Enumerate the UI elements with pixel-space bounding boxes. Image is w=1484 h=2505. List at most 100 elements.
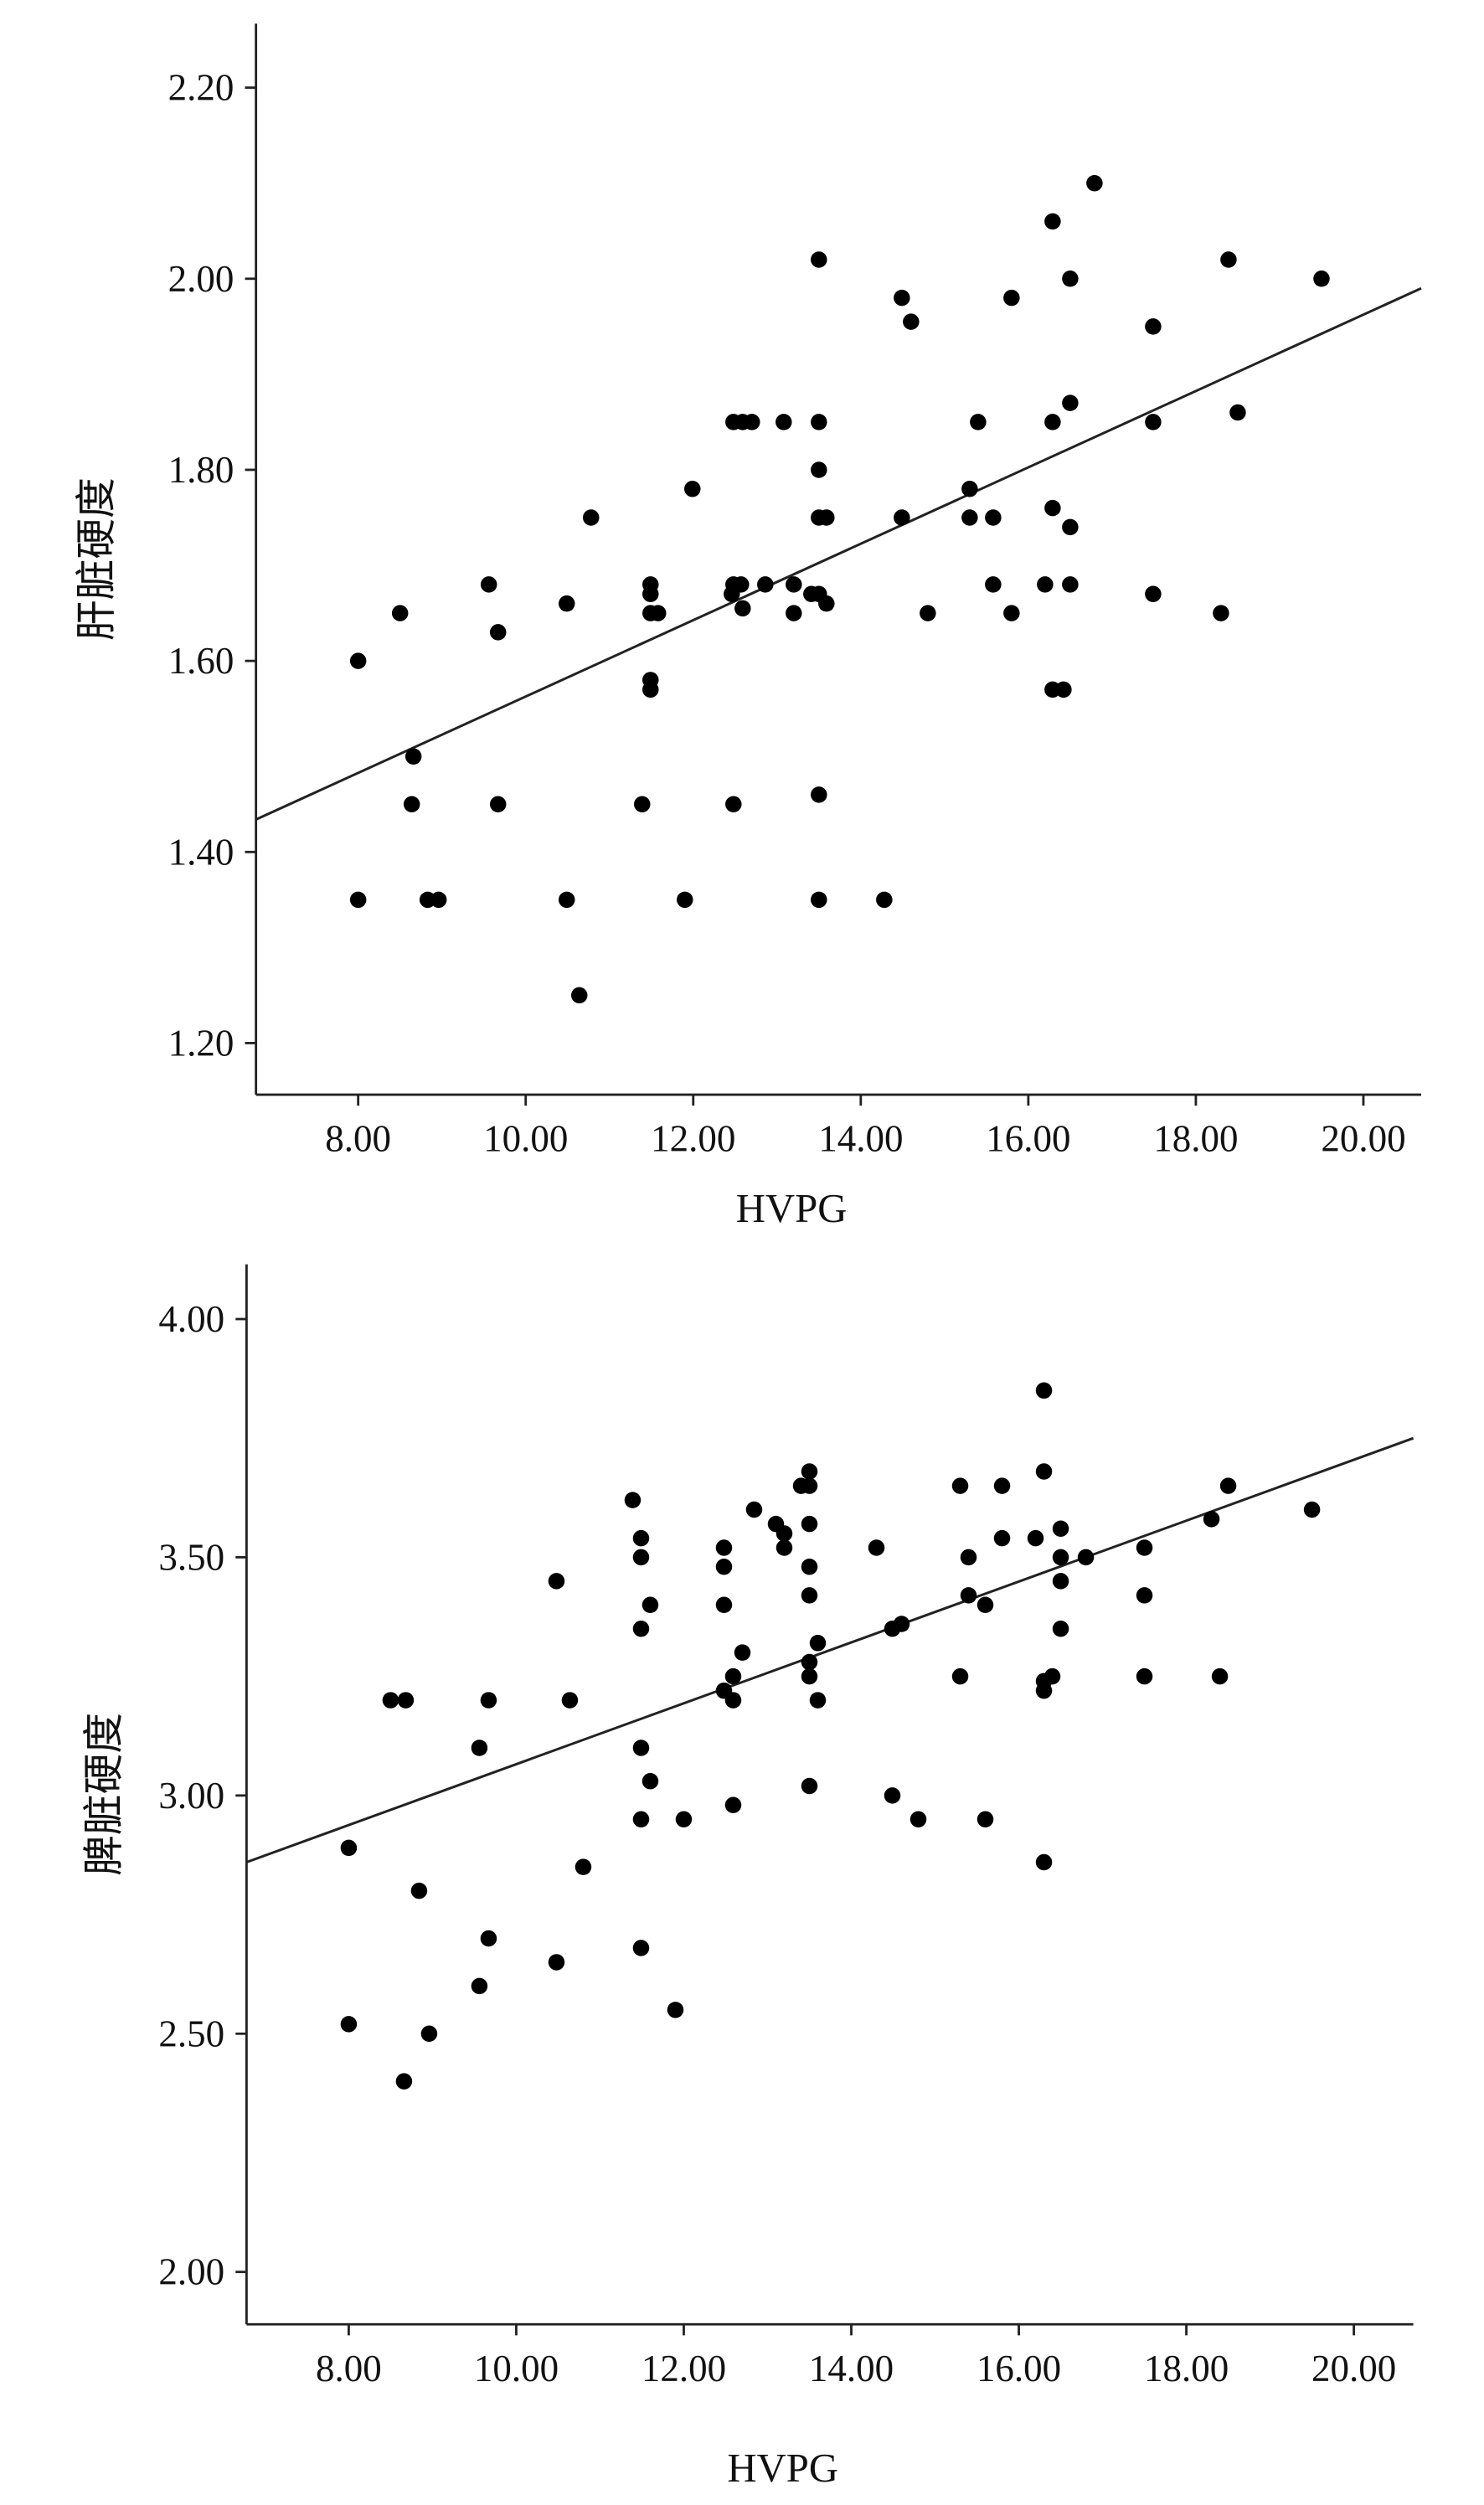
data-point (801, 1587, 818, 1604)
data-point (1003, 289, 1020, 307)
data-point (430, 891, 447, 909)
data-point (1145, 318, 1162, 335)
data-point (985, 576, 1002, 593)
data-point (403, 796, 420, 812)
data-point (893, 1616, 910, 1632)
data-point (894, 289, 910, 307)
data-point (775, 414, 792, 430)
data-point (489, 796, 507, 812)
data-point (724, 1667, 742, 1685)
data-point (951, 1667, 969, 1685)
data-point (1062, 518, 1079, 536)
data-point (1211, 1667, 1229, 1685)
data-point (634, 796, 651, 812)
data-point (811, 786, 827, 803)
data-point (1219, 1477, 1237, 1494)
data-point (801, 1559, 818, 1575)
data-point (642, 1773, 659, 1790)
data-point (558, 595, 575, 612)
data-point (1145, 585, 1162, 603)
data-point (404, 748, 422, 765)
y-tick-label: 2.50 (158, 2013, 224, 2054)
data-point (1203, 1511, 1220, 1528)
data-point (420, 2025, 438, 2043)
data-point (642, 1596, 659, 1614)
data-point (775, 1525, 793, 1542)
x-tick-label: 12.00 (651, 1118, 735, 1160)
x-tick-label: 20.00 (1311, 2348, 1396, 2389)
data-point (884, 1787, 901, 1804)
data-point (1062, 576, 1079, 593)
data-point (632, 1549, 650, 1566)
data-point (1044, 414, 1061, 430)
data-point (632, 1740, 650, 1756)
data-point (1035, 1463, 1053, 1480)
data-point (724, 585, 740, 603)
x-tick-label: 14.00 (809, 2348, 894, 2389)
data-point (961, 509, 978, 526)
data-point (561, 1692, 579, 1709)
data-point (786, 605, 802, 621)
data-point (1086, 174, 1103, 192)
x-axis-label: HVPG (736, 1186, 848, 1231)
data-point (471, 1977, 488, 1995)
data-point (1213, 605, 1229, 621)
data-point (715, 1539, 733, 1556)
data-point (993, 1477, 1011, 1494)
data-point (734, 600, 751, 617)
data-point (985, 509, 1002, 526)
data-point (961, 481, 978, 497)
y-tick-label: 1.60 (168, 640, 234, 682)
y-tick-label: 3.50 (158, 1536, 224, 1578)
data-point (976, 1596, 994, 1614)
x-tick-label: 18.00 (1144, 2348, 1229, 2389)
data-point (811, 891, 827, 909)
data-point (667, 2002, 684, 2018)
y-tick-label: 1.80 (168, 449, 234, 491)
data-point (970, 414, 987, 430)
x-tick-label: 14.00 (818, 1118, 903, 1160)
data-point (340, 2016, 358, 2033)
data-point (801, 1777, 818, 1795)
data-point (410, 1882, 428, 1899)
data-point (349, 652, 367, 669)
data-point (818, 509, 835, 526)
data-point (1043, 1667, 1061, 1685)
data-point (684, 481, 701, 497)
data-point (809, 1692, 827, 1709)
data-point (1229, 404, 1246, 421)
y-tick-label: 2.00 (168, 258, 234, 300)
data-point (1055, 681, 1072, 698)
data-point (632, 1620, 650, 1637)
data-point (632, 1940, 650, 1956)
x-tick-label: 10.00 (474, 2348, 559, 2389)
data-point (903, 313, 920, 330)
data-point (340, 1839, 358, 1857)
liver-stiffness-chart: 1.20 1.40 1.60 1.80 2.00 2.20 8.00 10.00 12.00 14… (74, 23, 1422, 1231)
data-point (558, 891, 575, 909)
data-point (1037, 576, 1054, 593)
data-point (734, 1644, 751, 1661)
data-point (632, 1529, 650, 1547)
y-tick-label: 2.00 (158, 2251, 224, 2293)
x-tick-label: 12.00 (642, 2348, 726, 2389)
regression-line (245, 1436, 1414, 1863)
data-point (976, 1811, 994, 1828)
data-point (724, 1692, 742, 1709)
data-point (1052, 1573, 1069, 1590)
regression-line (255, 286, 1422, 821)
data-point (715, 1596, 733, 1614)
data-point (811, 414, 827, 430)
data-point (1062, 394, 1079, 411)
x-tick-label: 8.00 (325, 1118, 391, 1160)
data-point (1027, 1529, 1044, 1547)
data-point (801, 1477, 818, 1494)
data-point (757, 576, 774, 593)
data-point (548, 1954, 565, 1971)
data-point (1003, 605, 1020, 621)
x-tick-label: 16.00 (986, 1118, 1070, 1160)
data-point (397, 1692, 415, 1709)
data-point (960, 1587, 977, 1604)
data-point (642, 681, 659, 698)
data-point (480, 1930, 497, 1947)
